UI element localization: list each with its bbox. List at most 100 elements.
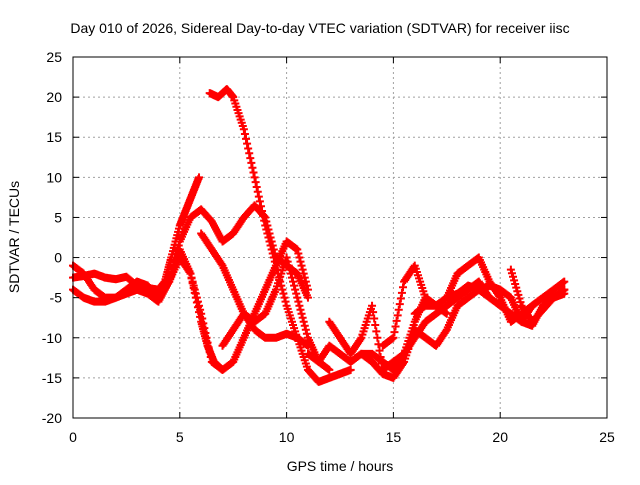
y-tick-label: -5 [50,290,63,306]
data-point [188,215,192,219]
data-point [402,360,406,364]
data-point [552,296,556,300]
data-point [423,320,427,324]
x-tick-layer: 0 5 10 15 20 25 [69,57,615,445]
data-point [210,248,214,252]
data-point [434,312,438,316]
data-point [295,296,299,300]
x-tick-label: 0 [69,429,77,445]
data-point [114,277,118,281]
data-point [184,207,188,211]
data-point [285,304,289,308]
data-point [167,280,171,284]
data-point [263,288,267,292]
series-track-7 [218,309,312,350]
data-point [178,223,182,227]
data-point [381,372,385,376]
data-point [306,288,310,292]
x-tick-label: 25 [599,429,615,445]
data-point [498,288,502,292]
data-point [82,296,86,300]
data-point [327,320,331,324]
data-point [370,304,374,308]
data-point [221,368,225,372]
data-point [509,268,513,272]
data-point [225,87,229,91]
data-point [413,264,417,268]
data-point [434,304,438,308]
grid-layer [73,57,607,418]
data-point [402,280,406,284]
x-tick-label: 10 [279,429,295,445]
data-point [199,312,203,316]
data-point [82,272,86,276]
data-point [562,280,566,284]
data-point [434,344,438,348]
data-point [509,296,513,300]
x-tick-label: 20 [492,429,508,445]
data-point [413,320,417,324]
y-tick-label: 0 [54,250,62,266]
y-tick-label: 15 [46,129,62,145]
x-axis-label: GPS time / hours [287,458,394,474]
data-point [242,127,246,131]
data-point [381,344,385,348]
data-point [295,272,299,276]
data-point [191,191,195,195]
data-point [216,95,220,99]
data-point [445,296,449,300]
data-point [349,360,353,364]
data-point [445,304,449,308]
data-point [92,300,96,304]
plot-frame [72,56,608,419]
data-point [317,380,321,384]
data-point [349,368,353,372]
data-point [359,352,363,356]
data-point [327,368,331,372]
data-point [391,360,395,364]
series-track-13 [506,265,569,326]
data-point [530,304,534,308]
data-point [541,296,545,300]
data-point [306,368,310,372]
data-point [466,284,470,288]
data-point [391,336,395,340]
data-point [541,308,545,312]
data-point [423,296,427,300]
data-layer [69,85,569,386]
data-point [92,272,96,276]
y-tick-label: -20 [42,410,62,426]
y-tick-layer: -20 -15 -10 -5 0 5 10 15 20 25 [42,49,607,426]
data-point [466,264,470,268]
data-point [253,175,257,179]
data-point [178,248,182,252]
data-point [242,215,246,219]
data-point [552,288,556,292]
data-point [103,276,107,280]
data-point [423,336,427,340]
data-point [285,240,289,244]
data-point [413,328,417,332]
data-point [349,352,353,356]
data-point [146,288,150,292]
data-point [455,292,459,296]
data-point [124,288,128,292]
data-point [210,360,214,364]
data-point [285,256,289,260]
data-point [445,312,449,316]
data-point [274,288,278,292]
data-point [391,376,395,380]
data-point [306,344,310,348]
data-point [338,352,342,356]
data-point [242,336,246,340]
data-point [114,296,118,300]
data-point [488,284,492,288]
data-point [274,264,278,268]
data-point [317,360,321,364]
x-tick-label: 5 [176,429,184,445]
data-point [466,296,470,300]
data-point [92,288,96,292]
data-point [488,296,492,300]
data-point [359,336,363,340]
data-point [455,272,459,276]
